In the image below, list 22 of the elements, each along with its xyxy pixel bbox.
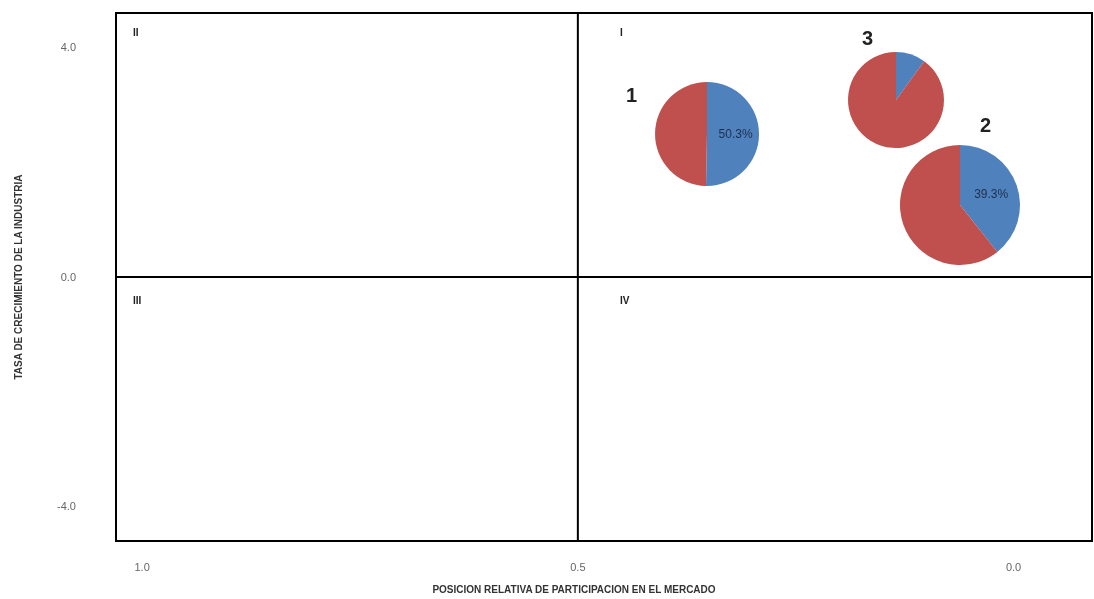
pie-slice — [896, 52, 925, 100]
y-axis-title: TASA DE CRECIMIENTO DE LA INDUSTRIA — [13, 174, 24, 380]
pie-slice — [655, 82, 707, 186]
y-tick-label: 0.0 — [60, 270, 76, 283]
x-tick-label: 0.0 — [1005, 561, 1022, 573]
data-label: 50.3% — [718, 127, 753, 142]
pie-slice — [706, 82, 759, 186]
y-tick-label: 4.0 — [60, 41, 76, 54]
annotation: I — [620, 26, 623, 38]
annotation: 3 — [862, 27, 874, 49]
pie-slice — [960, 145, 1020, 252]
x-axis-title: POSICION RELATIVA DE PARTICIPACION EN EL MERCADO — [432, 584, 716, 595]
data-label: 39.3% — [974, 187, 1009, 202]
y-tick-label: -4.0 — [57, 500, 76, 513]
annotation: 1 — [626, 84, 638, 106]
annotation: II — [133, 26, 139, 38]
annotation: 2 — [980, 114, 992, 136]
pie-slice — [848, 52, 944, 148]
annotation: IV — [620, 294, 630, 306]
x-tick-label: 1.0 — [134, 561, 150, 573]
annotation: III — [133, 294, 142, 306]
x-tick-label: 0.5 — [570, 561, 586, 573]
